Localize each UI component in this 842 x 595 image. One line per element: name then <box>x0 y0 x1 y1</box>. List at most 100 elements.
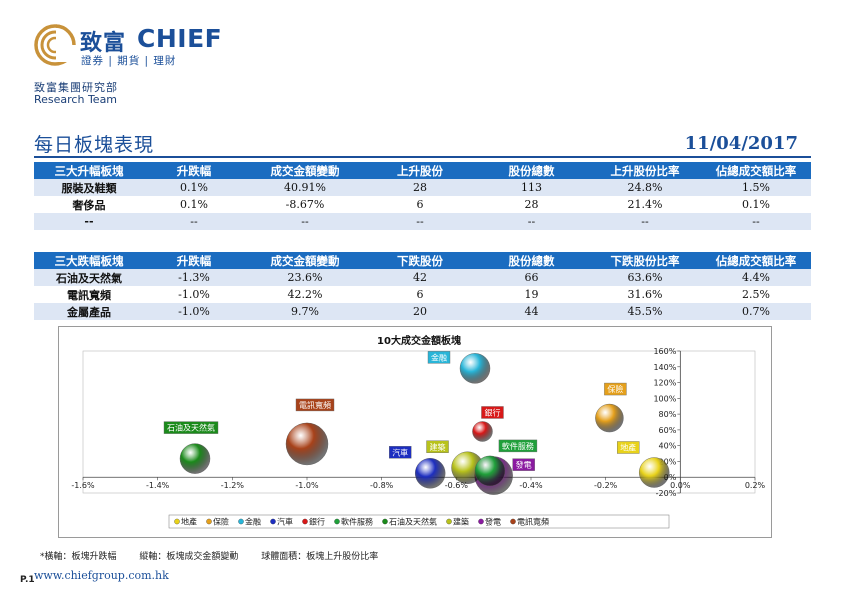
brand-tagline: 證券 | 期貨 | 理財 <box>81 55 177 67</box>
table-row: -- -- -- -- -- -- -- <box>34 213 811 230</box>
column-header: 股份總數 <box>474 162 589 179</box>
bubble <box>285 422 329 466</box>
table-cell: 金屬產品 <box>34 303 144 320</box>
y-tick-label: 40% <box>659 442 677 451</box>
column-header: 三大升幅板塊 <box>34 162 144 179</box>
report-title: 每日板塊表現 <box>34 134 155 156</box>
legend-entry: 電訊寬頻 <box>517 517 549 527</box>
legend-entry: 金融 <box>245 517 261 527</box>
column-header: 成交金額變動 <box>244 252 366 269</box>
table-cell: 0.1% <box>742 198 770 211</box>
table-cell: 1.5% <box>701 179 811 196</box>
legend-marker <box>238 518 244 525</box>
chart-footnote: *橫軸：板塊升跌幅 縱軸：板塊成交金額變動 球體面積：板塊上升股份比率 <box>40 552 379 562</box>
table-cell: 44 <box>474 303 589 320</box>
data-label-box <box>512 458 535 471</box>
table-cell: -- <box>34 213 144 230</box>
column-header: 下跌股份 <box>366 252 474 269</box>
legend-marker <box>478 518 484 525</box>
report-date: 11/04/2017 <box>684 133 798 154</box>
department-cn: 致富集團研究部 <box>34 81 118 94</box>
data-label-box <box>481 406 504 419</box>
chart-canvas: 10大成交金額板塊 -20% 0% 20% 40% 60% 80% 100% 120% 140% 1… <box>71 334 766 529</box>
y-tick-label: 60% <box>659 426 677 435</box>
table-cell: 0.1% <box>180 198 208 211</box>
legend-marker <box>446 518 452 525</box>
column-header: 上升股份 <box>366 162 474 179</box>
x-tick-label: -1.2% <box>221 481 245 490</box>
x-tick-label: -1.0% <box>295 481 319 490</box>
chart-title: 10大成交金額板塊 <box>377 334 461 347</box>
data-label: 金融 <box>431 352 447 362</box>
legend-marker <box>510 518 516 525</box>
table-cell: 66 <box>474 269 589 286</box>
legend-marker <box>206 518 212 525</box>
legend-entry: 建築 <box>453 517 469 527</box>
brand-name-cn: 致富 <box>80 31 127 56</box>
data-label-box <box>604 382 627 396</box>
table-cell: 6 <box>416 288 424 301</box>
table-cell: 42 <box>366 269 474 286</box>
table-row: 服裝及鞋類 0.1% 40.91% 28 113 24.8% 1.5% <box>34 179 811 196</box>
y-tick-label: 120% <box>653 379 676 388</box>
table-cell: 9.7% <box>244 303 366 320</box>
data-label-box <box>426 440 449 453</box>
legend-entry: 軟件服務 <box>341 517 373 527</box>
brand-logo: 致富 CHIEF 證券 | 期貨 | 理財 <box>34 24 234 68</box>
table-cell: 113 <box>474 179 589 196</box>
x-tick-label: 0.0% <box>670 481 691 490</box>
y-tick-label: 0% <box>664 473 677 482</box>
column-header: 上升股份比率 <box>589 162 701 179</box>
x-tick-label: 0.2% <box>745 481 766 490</box>
data-label: 汽車 <box>392 447 408 457</box>
table-row: 電訊寬頻 -1.0% 42.2% 6 19 31.6% 2.5% <box>34 286 811 303</box>
y-tick-label: 80% <box>659 410 677 419</box>
table-cell: 2.5% <box>742 288 770 301</box>
table-cell: 28 <box>366 179 474 196</box>
table-cell: 63.6% <box>589 269 701 286</box>
table-cell: 19 <box>524 288 539 301</box>
data-label-box <box>295 398 335 412</box>
bubble <box>415 458 446 489</box>
data-label: 電訊寬頻 <box>299 400 331 410</box>
top-losers-table: 三大跌幅板塊 升跌幅 成交金額變動 下跌股份 股份總數 下跌股份比率 佔總成交額… <box>34 252 811 320</box>
data-label: 發電 <box>516 461 532 470</box>
column-header: 股份總數 <box>474 252 589 269</box>
y-tick-label: 160% <box>653 347 676 356</box>
table-cell: -- <box>144 213 244 230</box>
data-label-box <box>389 446 412 459</box>
table-cell: 0.7% <box>701 303 811 320</box>
column-header: 升跌幅 <box>144 162 244 179</box>
data-label: 石油及天然氣 <box>167 423 215 433</box>
table-cell: -- <box>474 213 589 230</box>
legend-marker <box>174 518 180 525</box>
legend-box <box>168 514 670 529</box>
data-label: 地產 <box>620 442 636 452</box>
column-header: 三大跌幅板塊 <box>34 252 144 269</box>
legend-marker <box>302 518 308 525</box>
data-label-box <box>617 441 640 454</box>
legend-entry: 保險 <box>213 517 229 527</box>
column-header: 升跌幅 <box>144 252 244 269</box>
data-label: 銀行 <box>484 407 500 417</box>
table-row: 石油及天然氣 -1.3% 23.6% 42 66 63.6% 4.4% <box>34 269 811 286</box>
legend-marker <box>270 518 276 525</box>
table-cell: 服裝及鞋類 <box>34 179 144 196</box>
table-header-row: 三大跌幅板塊 升跌幅 成交金額變動 下跌股份 股份總數 下跌股份比率 佔總成交額… <box>34 252 811 269</box>
department-en: Research Team <box>34 93 118 106</box>
sector-bubble-chart: 10大成交金額板塊 -20% 0% 20% 40% 60% 80% 100% 120% 140% 1… <box>58 326 772 538</box>
website-link[interactable]: www.chiefgroup.com.hk <box>34 569 169 582</box>
table-cell: -- <box>589 213 701 230</box>
legend-entry: 銀行 <box>309 517 325 527</box>
table-cell: -8.67% <box>285 198 325 211</box>
legend-entry: 石油及天然氣 <box>389 517 437 527</box>
data-label: 保險 <box>607 384 623 394</box>
data-label: 建築 <box>430 442 446 452</box>
table-cell: 6 <box>416 198 424 211</box>
table-cell: 40.91% <box>244 179 366 196</box>
legend-marker <box>334 518 340 525</box>
x-tick-label: -1.6% <box>71 481 95 490</box>
y-tick-label: 20% <box>659 457 677 466</box>
bubble <box>459 353 491 384</box>
table-cell: -- <box>701 213 811 230</box>
